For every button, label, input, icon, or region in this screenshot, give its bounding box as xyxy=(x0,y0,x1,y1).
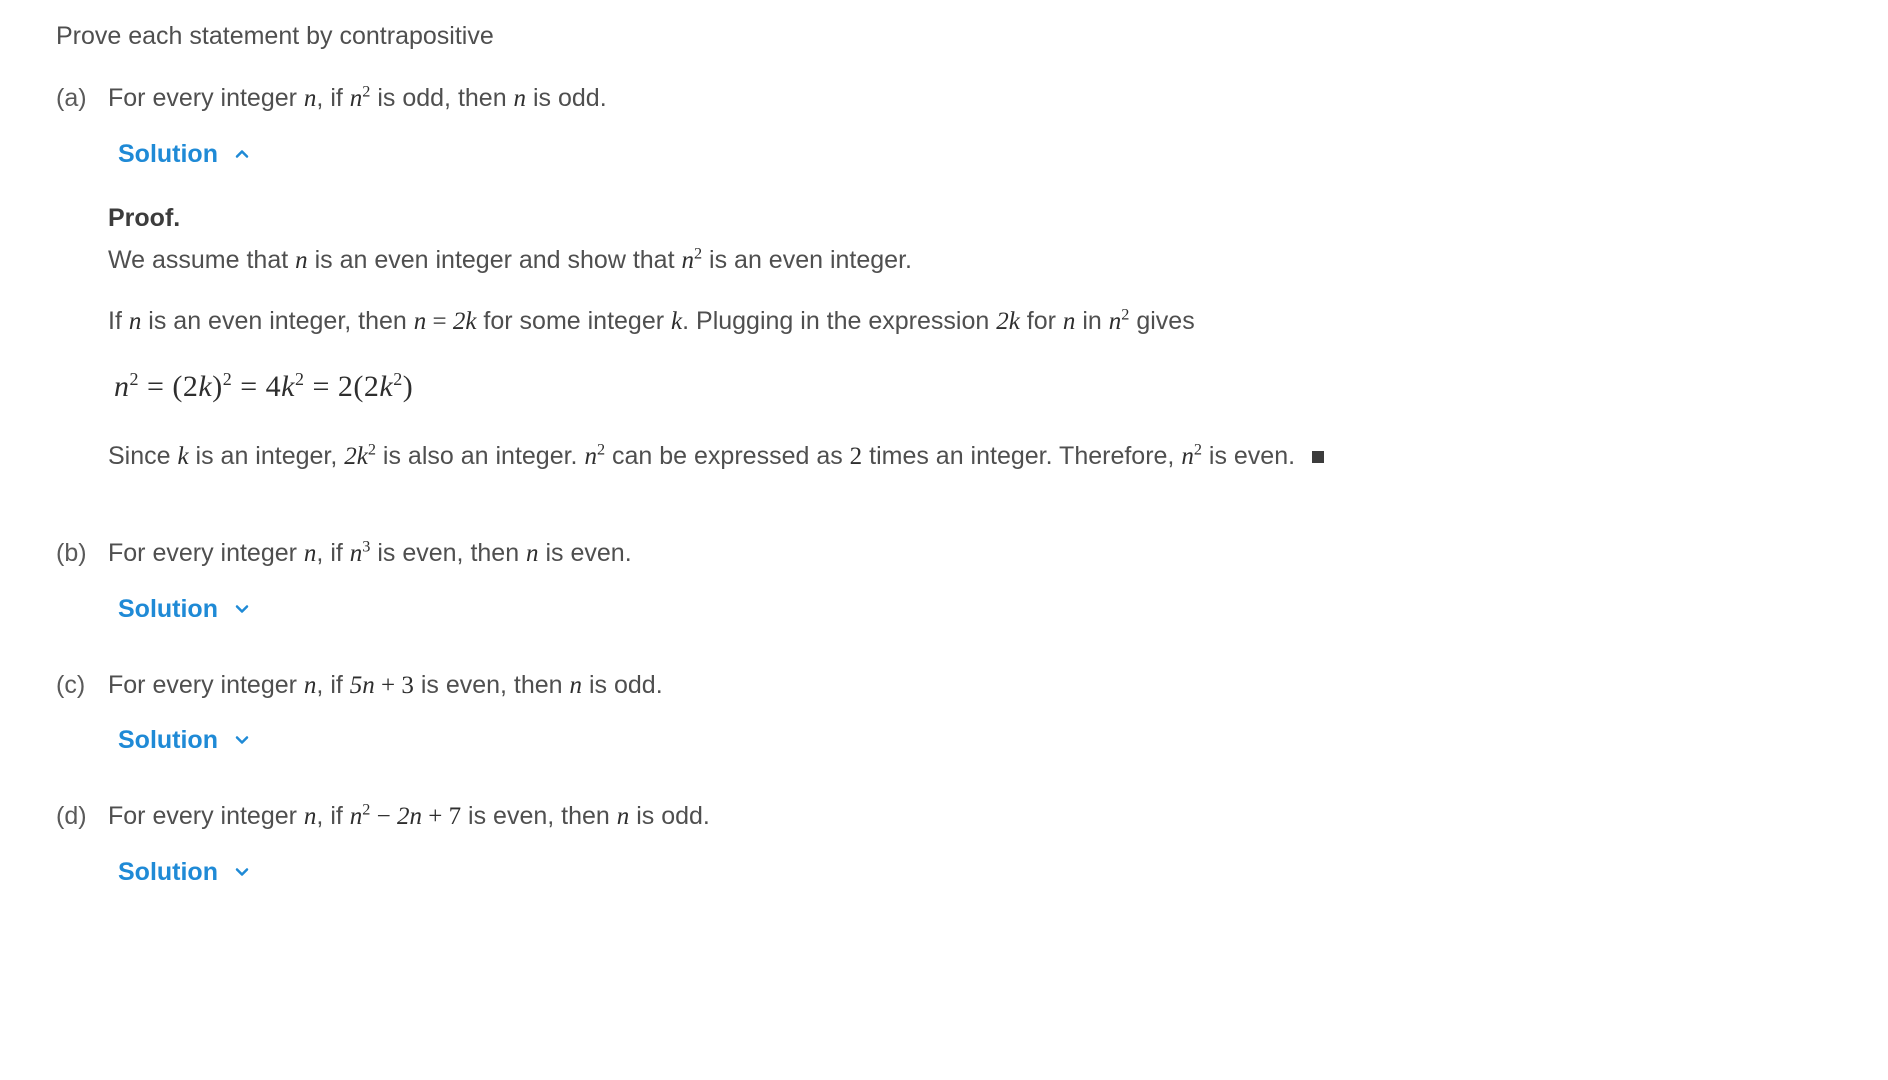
solution-toggle-label: Solution xyxy=(118,854,218,890)
solution-toggle-label: Solution xyxy=(118,722,218,758)
item-body: For every integer n, if n2 is odd, then … xyxy=(108,80,1832,499)
item-label: (d) xyxy=(56,798,108,834)
exercise-item: (d)For every integer n, if n2 − 2n + 7 i… xyxy=(56,798,1832,894)
item-statement: For every integer n, if n2 − 2n + 7 is e… xyxy=(108,798,1832,835)
item-body: For every integer n, if n2 − 2n + 7 is e… xyxy=(108,798,1832,894)
proof-block: Proof. We assume that n is an even intege… xyxy=(108,200,1832,476)
exercise-item: (a)For every integer n, if n2 is odd, th… xyxy=(56,80,1832,499)
solution-toggle[interactable]: Solution xyxy=(118,591,252,627)
solution-toggle-label: Solution xyxy=(118,591,218,627)
chevron-down-icon xyxy=(232,730,252,750)
item-body: For every integer n, if n3 is even, then… xyxy=(108,535,1832,631)
item-label: (c) xyxy=(56,667,108,703)
solution-toggle-label: Solution xyxy=(118,136,218,172)
page-intro: Prove each statement by contrapositive xyxy=(56,18,1832,54)
solution-toggle[interactable]: Solution xyxy=(118,136,252,172)
chevron-down-icon xyxy=(232,599,252,619)
item-label: (a) xyxy=(56,80,108,116)
chevron-down-icon xyxy=(232,862,252,882)
proof-heading: Proof. xyxy=(108,200,1832,236)
proof-equation: n2 = (2k)2 = 4k2 = 2(2k2) xyxy=(114,365,1832,409)
item-statement: For every integer n, if n3 is even, then… xyxy=(108,535,1832,572)
items-list: (a)For every integer n, if n2 is odd, th… xyxy=(56,80,1832,894)
item-label: (b) xyxy=(56,535,108,571)
chevron-up-icon xyxy=(232,144,252,164)
qed-icon xyxy=(1312,451,1324,463)
exercise-page: Prove each statement by contrapositive (… xyxy=(0,0,1888,970)
proof-line: We assume that n is an even integer and … xyxy=(108,242,1832,279)
item-body: For every integer n, if 5n + 3 is even, … xyxy=(108,667,1832,763)
exercise-item: (c)For every integer n, if 5n + 3 is eve… xyxy=(56,667,1832,763)
solution-toggle[interactable]: Solution xyxy=(118,722,252,758)
item-statement: For every integer n, if n2 is odd, then … xyxy=(108,80,1832,117)
solution-toggle[interactable]: Solution xyxy=(118,854,252,890)
proof-conclusion: Since k is an integer, 2k2 is also an in… xyxy=(108,438,1832,475)
exercise-item: (b)For every integer n, if n3 is even, t… xyxy=(56,535,1832,631)
item-statement: For every integer n, if 5n + 3 is even, … xyxy=(108,667,1832,704)
proof-line: If n is an even integer, then n = 2k for… xyxy=(108,303,1832,340)
